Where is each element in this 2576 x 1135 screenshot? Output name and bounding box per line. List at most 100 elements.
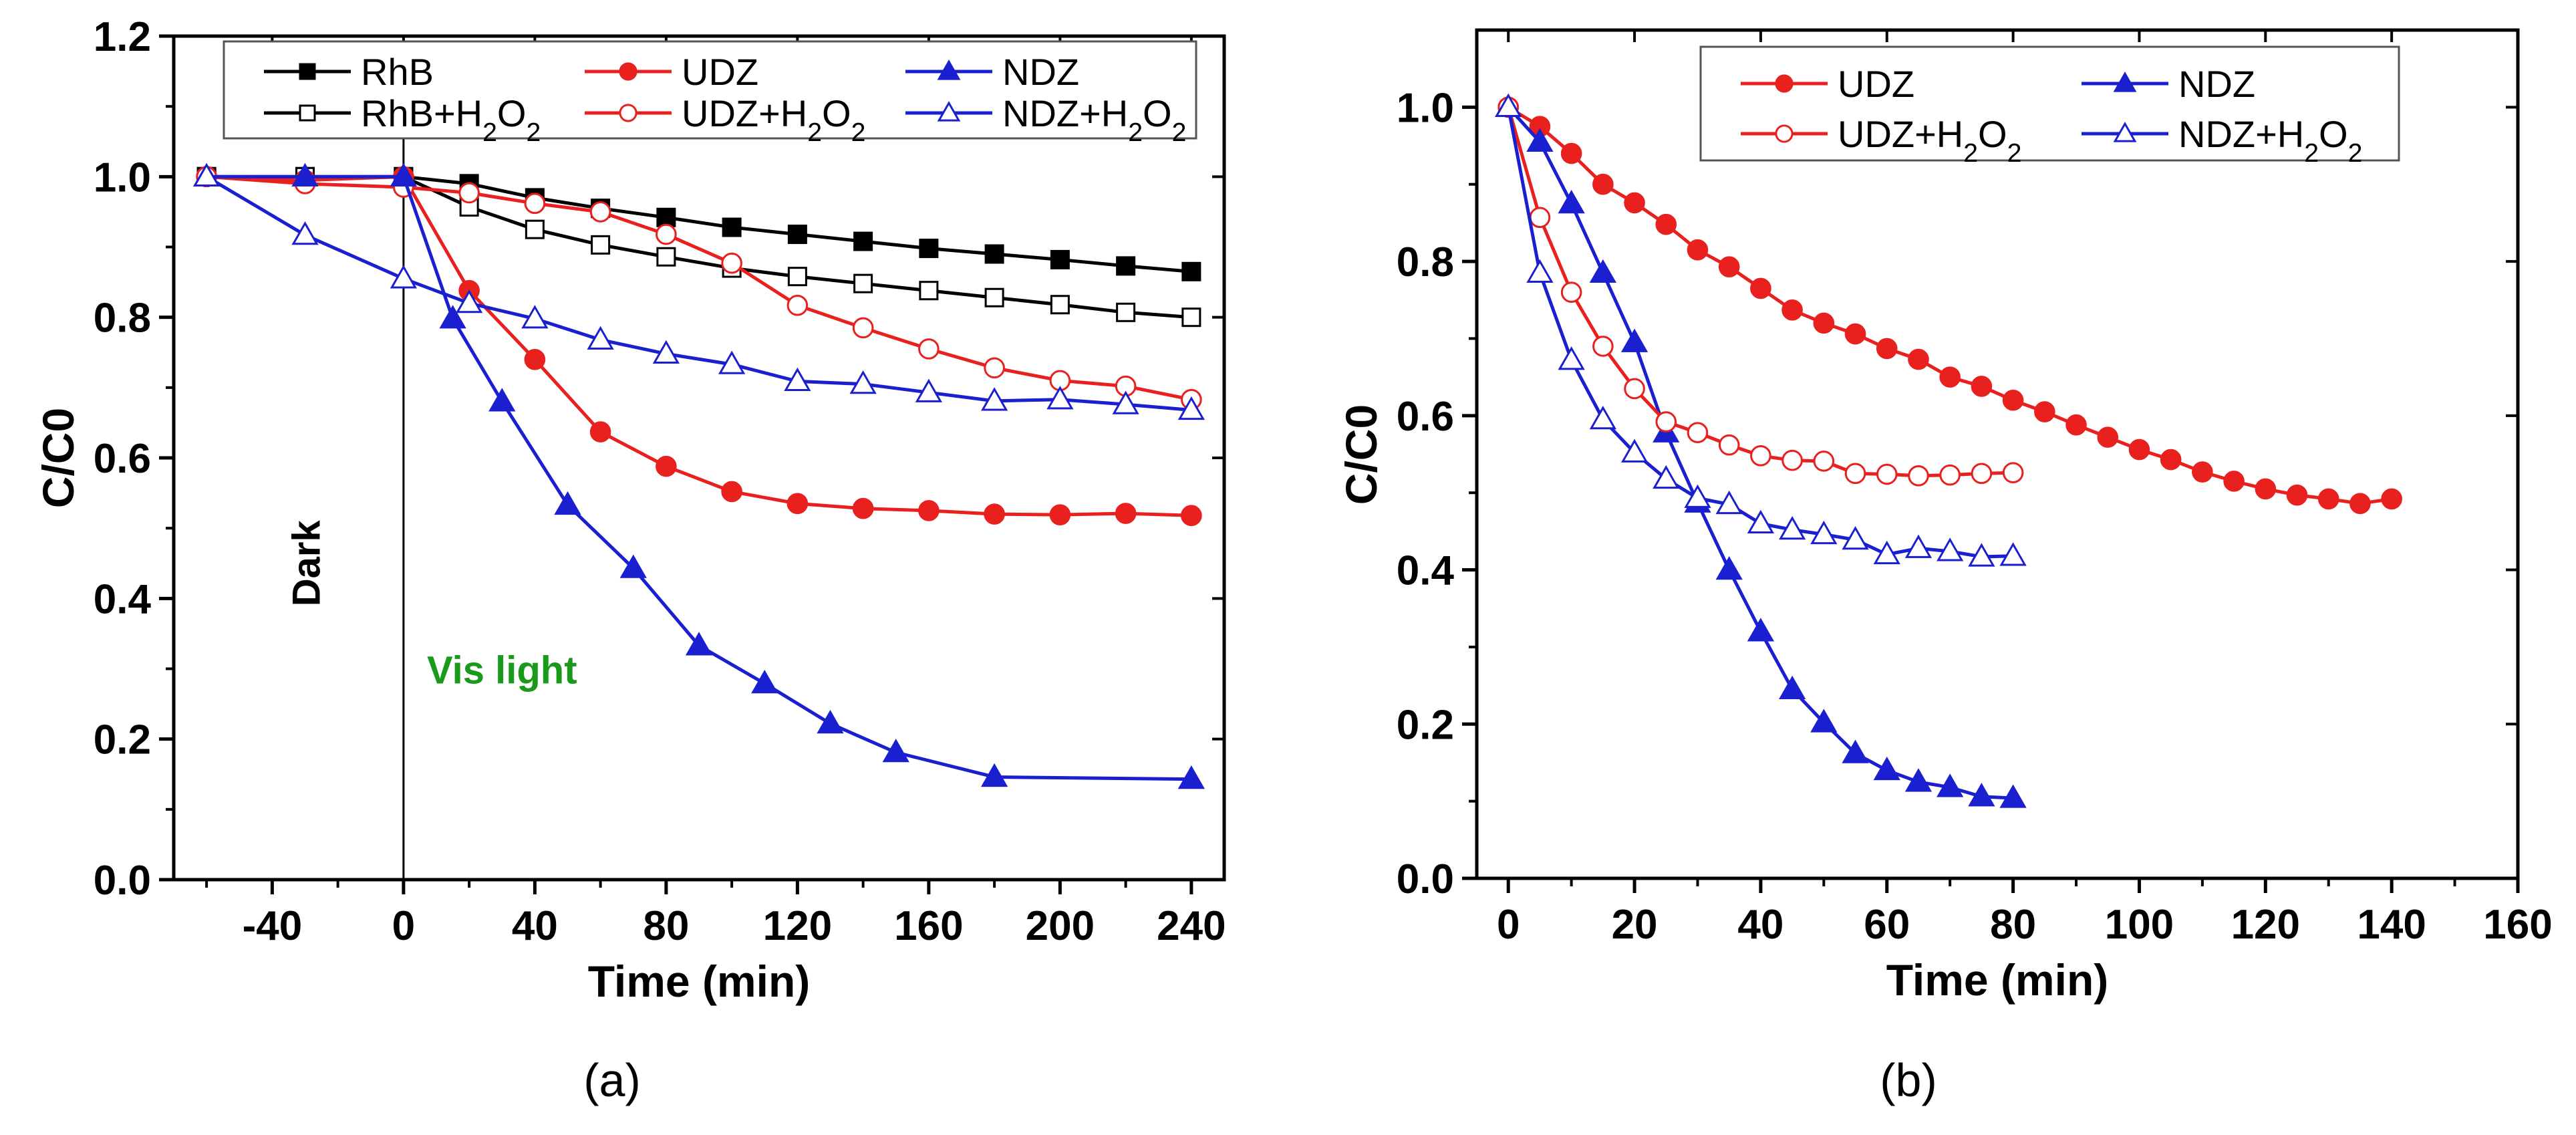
- legend: UDZ NDZ UDZ+H2O2 NDZ+H2O2: [1699, 45, 2400, 168]
- data-point-square: [1181, 261, 1201, 281]
- data-point-circle: [1655, 411, 1677, 432]
- x-tick-label: 20: [1612, 902, 1658, 948]
- data-point-circle: [2381, 488, 2402, 510]
- data-point-square: [656, 247, 676, 267]
- data-point-circle: [1560, 281, 1582, 303]
- legend-item: UDZ+H2O2: [585, 92, 865, 147]
- data-point-square: [722, 217, 742, 237]
- data-point-circle: [1844, 323, 1866, 345]
- data-point-circle: [2097, 426, 2119, 448]
- data-point-triangle: [1810, 709, 1838, 733]
- legend-box: [1699, 45, 2400, 162]
- data-point-triangle: [915, 378, 943, 402]
- data-point-circle: [2002, 462, 2024, 483]
- data-point-square: [787, 267, 807, 287]
- data-point-triangle: [882, 739, 909, 763]
- data-point-square: [299, 63, 316, 80]
- data-point-triangle: [1937, 537, 1964, 561]
- data-point-triangle: [192, 162, 221, 186]
- x-tick-label: 40: [512, 903, 558, 949]
- data-point-circle: [619, 62, 637, 81]
- data-point-triangle: [291, 162, 319, 186]
- data-point-triangle: [1873, 756, 1900, 781]
- panel-label: (b): [1880, 1054, 1937, 1106]
- data-point-triangle: [1620, 438, 1649, 463]
- data-point-square: [1050, 249, 1070, 269]
- data-point-circle: [1908, 465, 1929, 487]
- legend-label: UDZ+H2O2: [1838, 113, 2021, 168]
- legend-box: [223, 40, 1197, 140]
- series-line: [206, 174, 1191, 517]
- data-point-circle: [1908, 348, 1929, 370]
- data-point-square: [853, 273, 873, 293]
- legend-item: RhB+H2O2: [264, 92, 541, 147]
- y-axis-label: C/C0: [33, 408, 83, 508]
- data-point-square: [299, 104, 316, 122]
- legend-label: RhB: [361, 51, 434, 93]
- data-point-circle: [619, 104, 637, 122]
- data-point-circle: [786, 493, 809, 515]
- data-point-circle: [1939, 464, 1961, 486]
- data-point-triangle: [1999, 784, 2027, 808]
- data-point-square: [919, 281, 939, 301]
- y-tick-label: 0.8: [94, 295, 151, 342]
- data-point-triangle: [1526, 259, 1554, 283]
- data-point-circle: [1813, 312, 1835, 334]
- data-point-square: [459, 197, 479, 217]
- data-point-square: [525, 219, 545, 239]
- data-point-circle: [2002, 389, 2024, 411]
- data-point-circle: [1624, 192, 1645, 214]
- data-point-triangle: [980, 387, 1008, 411]
- data-point-circle: [2192, 461, 2213, 483]
- data-point-circle: [2065, 414, 2087, 436]
- data-point-triangle: [619, 554, 647, 578]
- data-point-triangle: [1589, 259, 1616, 283]
- plot-frame: [172, 34, 1226, 882]
- data-point-triangle: [1842, 525, 1869, 550]
- series-ndz-h2o2: [1495, 93, 2027, 567]
- data-point-triangle: [488, 388, 516, 412]
- data-point-triangle: [1999, 542, 2027, 566]
- legend-item: UDZ: [585, 51, 758, 93]
- data-point-triangle: [685, 632, 713, 656]
- data-point-triangle: [1715, 490, 1743, 515]
- data-point-triangle: [937, 101, 961, 122]
- data-point-triangle: [849, 370, 877, 394]
- chart-panel-b: C/C0 0 20 40 60 80 100 120 140 160 0.0 0.2 0.4 0.6 0.…: [1336, 28, 2553, 1106]
- data-point-circle: [1813, 451, 1835, 472]
- data-point-circle: [2223, 471, 2245, 492]
- y-tick-label: 0.4: [94, 576, 152, 622]
- legend-label: NDZ+H2O2: [2178, 113, 2362, 168]
- data-point-triangle: [1620, 328, 1649, 352]
- x-tick-label: 140: [2357, 902, 2426, 948]
- panel-label: (a): [583, 1054, 641, 1106]
- data-point-square: [1050, 295, 1070, 315]
- data-point-triangle: [1684, 484, 1711, 508]
- data-point-triangle: [1810, 520, 1838, 545]
- data-point-circle: [721, 481, 742, 503]
- x-tick-label: 40: [1737, 902, 1783, 948]
- data-point-triangle: [1589, 406, 1616, 430]
- x-tick-label: 0: [1497, 902, 1520, 948]
- data-point-circle: [1971, 463, 1993, 485]
- data-point-triangle: [2113, 72, 2137, 92]
- data-point-circle: [1718, 434, 1740, 456]
- data-point-triangle: [455, 289, 483, 313]
- data-point-triangle: [1112, 390, 1139, 414]
- data-point-circle: [1775, 74, 1794, 93]
- data-point-triangle: [652, 340, 680, 364]
- data-point-triangle: [1526, 128, 1554, 152]
- data-point-circle: [524, 193, 546, 215]
- data-point-circle: [852, 497, 874, 519]
- data-point-circle: [1592, 336, 1614, 357]
- data-point-circle: [984, 357, 1005, 379]
- data-point-circle: [918, 338, 940, 360]
- legend-label: NDZ: [1002, 51, 1079, 93]
- x-axis-label: Time (min): [1886, 955, 2108, 1005]
- data-point-circle: [721, 252, 742, 274]
- series-line: [1507, 106, 2392, 505]
- data-point-triangle: [1495, 93, 1522, 118]
- legend-item: NDZ: [2082, 63, 2255, 105]
- y-tick-label: 1.2: [94, 14, 151, 60]
